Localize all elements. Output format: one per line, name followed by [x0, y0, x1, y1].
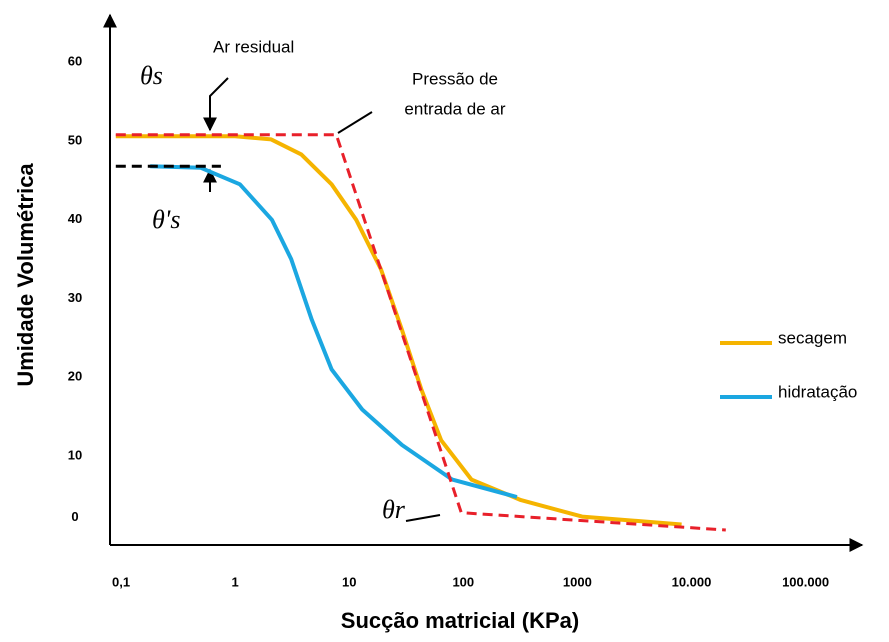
y-tick-label: 60	[68, 54, 82, 69]
x-tick-label: 10	[342, 574, 356, 589]
y-tick-label: 0	[71, 509, 78, 524]
x-tick-label: 1000	[563, 574, 592, 589]
ar-residual-label: Ar residual	[213, 37, 294, 56]
x-tick-label: 100.000	[782, 574, 829, 589]
x-tick-label: 1	[232, 574, 239, 589]
theta-s-prime: θ's	[152, 205, 180, 234]
legend-label: secagem	[778, 328, 847, 347]
pointer	[405, 514, 441, 522]
y-tick-label: 10	[68, 447, 82, 462]
x-axis-title: Sucção matricial (KPa)	[341, 608, 579, 633]
y-axis-title: Umidade Volumétrica	[13, 163, 38, 387]
entry-pressure-label: entrada de ar	[404, 99, 505, 118]
x-tick-label: 10.000	[672, 574, 712, 589]
theta-s: θs	[140, 61, 163, 90]
legend-label: hidratação	[778, 382, 857, 401]
arrow	[203, 77, 229, 132]
data-line	[115, 134, 682, 527]
guide-line	[115, 133, 726, 532]
y-tick-label: 20	[68, 369, 82, 384]
entry-pressure-label: Pressão de	[412, 69, 498, 88]
data-line	[150, 164, 518, 499]
pointer	[337, 111, 373, 134]
y-tick-label: 40	[68, 211, 82, 226]
x-tick-label: 100	[452, 574, 474, 589]
x-tick-label: 0,1	[112, 574, 130, 589]
y-tick-label: 50	[68, 132, 82, 147]
y-tick-label: 30	[68, 290, 82, 305]
theta-r: θr	[382, 495, 406, 524]
